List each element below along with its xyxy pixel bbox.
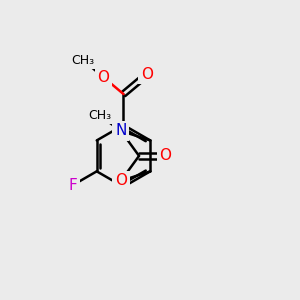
- Text: CH₃: CH₃: [88, 109, 111, 122]
- Text: O: O: [159, 148, 171, 164]
- Text: O: O: [98, 70, 110, 85]
- Text: F: F: [68, 178, 77, 193]
- Text: CH₃: CH₃: [72, 54, 95, 67]
- Text: O: O: [141, 67, 153, 82]
- Text: N: N: [115, 123, 127, 138]
- Text: O: O: [115, 173, 127, 188]
